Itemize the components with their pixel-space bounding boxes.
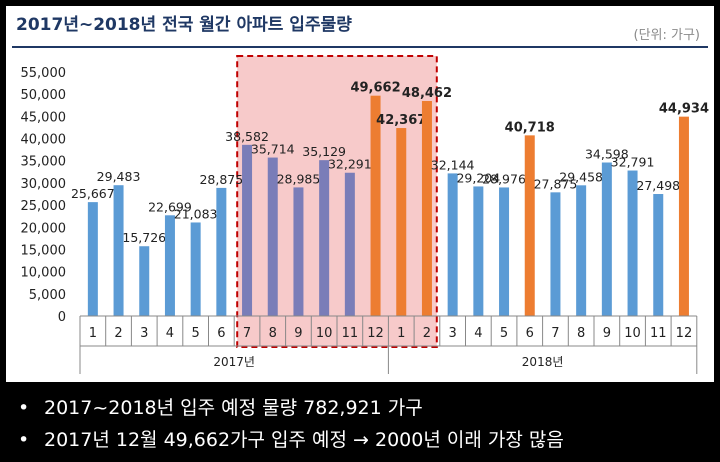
data-label: 34,598 [585, 147, 629, 162]
x-tick-label: 8 [577, 326, 585, 341]
data-label: 29,204 [456, 170, 500, 185]
data-label: 28,985 [277, 171, 321, 186]
year-group-label: 2018년 [522, 355, 564, 369]
x-tick-label: 8 [269, 326, 277, 341]
bar [113, 185, 124, 316]
bar [190, 222, 201, 316]
bullet-text: 2017년 12월 49,662가구 입주 예정 → 2000년 이래 가장 많… [44, 429, 564, 451]
bullet-item: • 2017~2018년 입주 예정 물량 782,921 가구 [18, 392, 708, 424]
data-label: 32,291 [328, 157, 372, 172]
bar [653, 194, 664, 316]
y-tick-label: 50,000 [21, 88, 67, 103]
x-tick-label: 10 [624, 326, 641, 341]
y-tick-label: 20,000 [21, 221, 67, 236]
data-label: 27,498 [636, 178, 680, 193]
x-tick-label: 1 [89, 326, 97, 341]
bar [164, 215, 175, 316]
title-divider [12, 46, 708, 48]
x-tick-label: 5 [192, 326, 200, 341]
data-label: 25,667 [71, 186, 115, 201]
bullet-dot: • [18, 429, 30, 451]
bullet-list: • 2017~2018년 입주 예정 물량 782,921 가구 • 2017년 1… [18, 392, 708, 456]
bar [576, 185, 587, 316]
x-tick-label: 12 [367, 326, 384, 341]
x-tick-label: 5 [500, 326, 508, 341]
bar [447, 173, 458, 316]
data-label: 22,699 [148, 199, 192, 214]
bullet-text: 2017~2018년 입주 예정 물량 782,921 가구 [44, 397, 423, 419]
data-label: 35,714 [251, 142, 295, 157]
data-label: 48,462 [402, 86, 452, 101]
bar [87, 202, 98, 316]
bullet-item: • 2017년 12월 49,662가구 입주 예정 → 2000년 이래 가장 … [18, 424, 708, 456]
x-tick-label: 11 [650, 326, 667, 341]
year-group-label: 2017년 [213, 355, 255, 369]
bar-chart: 0 5,000 10,000 15,000 20,000 25,000 30,000 35,0… [21, 55, 709, 374]
bar [601, 162, 612, 316]
data-label: 44,934 [659, 102, 709, 117]
x-tick-label: 6 [217, 326, 225, 341]
x-tick-label: 2 [114, 326, 122, 341]
x-tick-label: 10 [316, 326, 333, 341]
bar [370, 95, 381, 317]
bar [550, 192, 561, 316]
y-tick-label: 0 [58, 310, 66, 325]
y-tick-label: 15,000 [21, 243, 67, 258]
bar [242, 144, 253, 316]
bullet-dot: • [18, 397, 30, 419]
bar [421, 101, 432, 316]
x-tick-label: 6 [526, 326, 534, 341]
bar [216, 187, 227, 316]
bar [139, 246, 150, 316]
y-tick-label: 10,000 [21, 266, 67, 281]
data-label: 49,662 [350, 81, 400, 96]
data-label: 28,976 [482, 171, 526, 186]
y-tick-label: 30,000 [21, 177, 67, 192]
data-label: 32,791 [611, 155, 655, 170]
x-tick-label: 1 [397, 326, 405, 341]
bar [267, 157, 278, 316]
x-tick-label: 12 [676, 326, 693, 341]
y-tick-label: 35,000 [21, 155, 67, 170]
data-label: 35,129 [302, 144, 346, 159]
bar [293, 187, 304, 316]
bar [396, 128, 407, 316]
y-tick-label: 45,000 [21, 110, 67, 125]
data-label: 29,458 [559, 169, 603, 184]
x-tick-label: 2 [423, 326, 431, 341]
x-tick-label: 7 [243, 326, 251, 341]
y-tick-label: 25,000 [21, 199, 67, 214]
x-tick-label: 4 [474, 326, 482, 341]
y-tick-label: 5,000 [29, 288, 66, 303]
bar [344, 172, 355, 316]
x-tick-label: 9 [603, 326, 611, 341]
data-label: 27,875 [534, 176, 578, 191]
x-tick-label: 11 [342, 326, 359, 341]
bar [499, 187, 510, 316]
bar [319, 160, 330, 316]
x-tick-label: 9 [294, 326, 302, 341]
bar [627, 170, 638, 316]
x-tick-label: 3 [140, 326, 148, 341]
data-label: 32,144 [431, 157, 475, 172]
data-label: 42,367 [376, 113, 426, 128]
data-label: 29,483 [97, 169, 141, 184]
data-label: 28,875 [199, 172, 243, 187]
x-tick-label: 4 [166, 326, 174, 341]
bar [678, 116, 689, 316]
data-label: 15,726 [122, 230, 166, 245]
y-tick-label: 55,000 [21, 66, 67, 81]
x-tick-label: 3 [449, 326, 457, 341]
bar [473, 186, 484, 316]
unit-label: (단위: 가구) [633, 28, 701, 43]
chart-title: 2017년~2018년 전국 월간 아파트 입주물량 [16, 15, 352, 35]
data-label: 40,718 [505, 120, 555, 135]
x-tick-label: 7 [551, 326, 559, 341]
data-label: 38,582 [225, 129, 269, 144]
y-tick-label: 40,000 [21, 133, 67, 148]
data-label: 21,083 [174, 206, 218, 221]
bar [524, 135, 535, 316]
